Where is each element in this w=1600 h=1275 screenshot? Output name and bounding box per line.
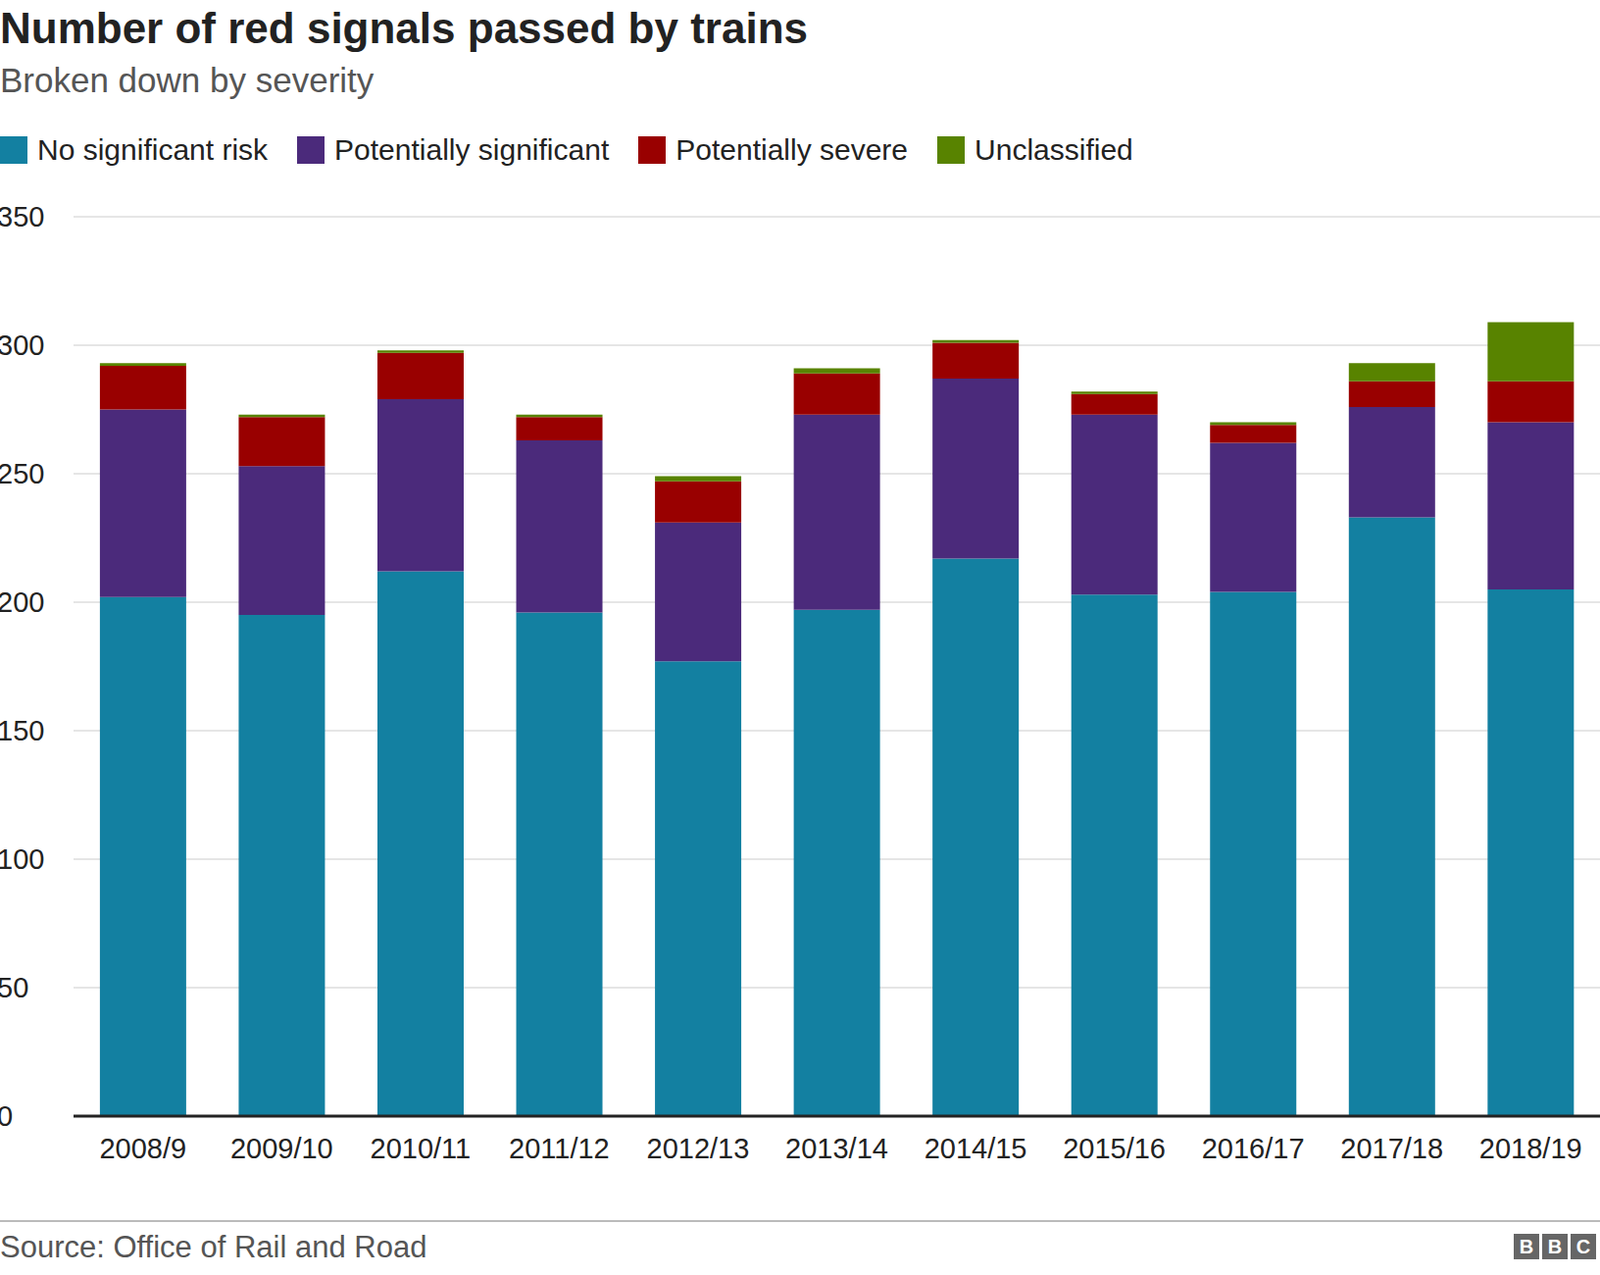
html-text:B: B <box>1547 1235 1562 1257</box>
svg-text:350: 350 <box>7 200 45 233</box>
svg-text:150: 150 <box>7 714 45 747</box>
svg-text:2009/10: 2009/10 <box>230 1132 334 1164</box>
html-text:Unclassified: Unclassified <box>974 133 1134 166</box>
html-text:B: B <box>1519 1235 1534 1257</box>
html-text:Broken down by severity: Broken down by severity <box>0 60 374 100</box>
html-text:Potentially severe: Potentially severe <box>675 133 908 166</box>
svg-text:2008/9: 2008/9 <box>99 1132 187 1164</box>
svg-text:2011/12: 2011/12 <box>508 1132 610 1164</box>
html-text:Potentially significant: Potentially significant <box>334 133 610 166</box>
svg-text:2013/14: 2013/14 <box>785 1132 889 1164</box>
html-text:Source: Office of Rail and Roa: Source: Office of Rail and Road <box>0 1229 427 1264</box>
svg-text:2018/19: 2018/19 <box>1479 1132 1583 1164</box>
svg-text:300: 300 <box>7 329 45 361</box>
svg-text:0: 0 <box>7 1100 13 1132</box>
svg-text:2010/11: 2010/11 <box>370 1132 472 1164</box>
svg-text:2012/13: 2012/13 <box>647 1132 750 1164</box>
svg-text:100: 100 <box>7 843 45 875</box>
svg-text:2017/18: 2017/18 <box>1340 1132 1444 1164</box>
html-text:No significant risk: No significant risk <box>37 133 268 166</box>
html-text:C: C <box>1576 1235 1591 1257</box>
html-text:Number of red signals passed b: Number of red signals passed by trains <box>0 3 808 52</box>
svg-text:50: 50 <box>7 971 29 1003</box>
svg-text:2014/15: 2014/15 <box>924 1132 1028 1164</box>
svg-text:200: 200 <box>7 586 45 618</box>
svg-text:2016/17: 2016/17 <box>1201 1132 1305 1164</box>
svg-text:250: 250 <box>7 457 45 490</box>
svg-text:2015/16: 2015/16 <box>1062 1132 1166 1164</box>
